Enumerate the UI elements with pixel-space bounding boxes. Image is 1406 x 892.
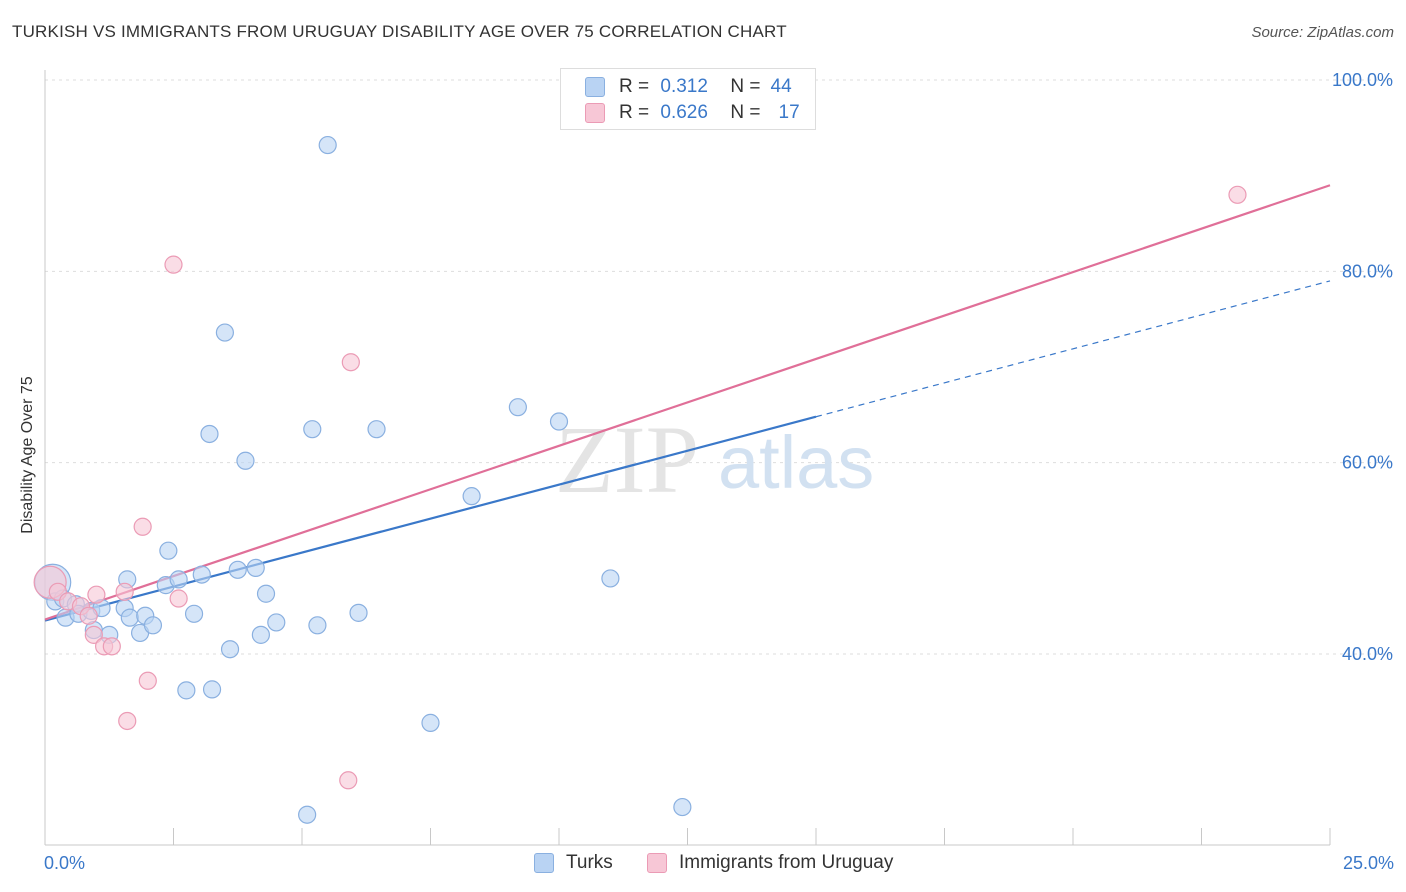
point-turks bbox=[228, 560, 247, 579]
y-tick-label: 80.0% bbox=[1342, 261, 1393, 281]
point-uruguay bbox=[115, 582, 134, 601]
point-turks bbox=[462, 487, 481, 506]
point-uruguay bbox=[1228, 185, 1247, 204]
legend-r-label: R = bbox=[619, 76, 650, 97]
point-turks bbox=[215, 323, 234, 342]
series-swatch-turks bbox=[534, 853, 554, 873]
series-swatch-uruguay bbox=[647, 853, 667, 873]
point-turks bbox=[349, 603, 368, 622]
point-turks bbox=[169, 570, 188, 589]
point-turks bbox=[267, 613, 286, 632]
point-turks bbox=[318, 135, 337, 155]
legend-n-value: 44 bbox=[770, 76, 792, 97]
chart-title: TURKISH VS IMMIGRANTS FROM URUGUAY DISAB… bbox=[12, 22, 787, 41]
point-uruguay bbox=[118, 711, 137, 731]
legend-swatch-uruguay bbox=[585, 103, 605, 123]
series-legend-uruguay[interactable]: Immigrants from Uruguay bbox=[647, 852, 893, 874]
legend-n-label: N = bbox=[730, 76, 761, 97]
axis-layer bbox=[44, 70, 1331, 846]
point-turks bbox=[120, 608, 139, 627]
point-turks bbox=[202, 680, 222, 699]
point-uruguay bbox=[87, 585, 106, 604]
legend-row-turks: R = 0.312 N = 44 bbox=[585, 75, 792, 99]
legend-row-uruguay: R = 0.626 N = 17 bbox=[585, 101, 800, 125]
point-uruguay bbox=[138, 671, 157, 690]
point-uruguay bbox=[84, 625, 103, 644]
point-turks bbox=[256, 584, 276, 603]
point-turks bbox=[177, 681, 196, 700]
watermark-atlas: atlas bbox=[718, 421, 874, 504]
legend-n-label: N = bbox=[730, 102, 761, 123]
y-tick-label: 100.0% bbox=[1332, 70, 1393, 90]
point-turks bbox=[549, 412, 569, 431]
series-legend: Turks Immigrants from Uruguay bbox=[0, 852, 1406, 876]
watermark: ZIP atlas bbox=[555, 406, 874, 513]
point-turks bbox=[236, 451, 255, 470]
y-tick-labels: 40.0% 60.0% 80.0% 100.0% bbox=[1332, 70, 1393, 664]
point-uruguay bbox=[102, 637, 121, 656]
point-turks bbox=[246, 558, 265, 578]
point-turks bbox=[192, 565, 211, 584]
source-label: Source: ZipAtlas.com bbox=[1251, 24, 1394, 41]
series-label-uruguay: Immigrants from Uruguay bbox=[679, 852, 894, 873]
point-turks bbox=[508, 398, 527, 417]
point-turks bbox=[251, 625, 270, 644]
legend-r-label: R = bbox=[619, 102, 650, 123]
legend-r-value: 0.626 bbox=[660, 102, 708, 123]
x-tick-label-min: 0.0% bbox=[44, 853, 86, 873]
y-tick-label: 60.0% bbox=[1342, 453, 1393, 473]
x-tick-label-max: 25.0% bbox=[1342, 853, 1394, 873]
point-turks bbox=[298, 805, 317, 824]
point-turks bbox=[601, 569, 620, 588]
series-label-turks: Turks bbox=[566, 852, 613, 873]
legend-r-value: 0.312 bbox=[660, 76, 708, 97]
correlation-legend: R = 0.312 N = 44 R = 0.626 N = 17 bbox=[560, 68, 816, 130]
point-turks bbox=[303, 420, 322, 439]
point-turks bbox=[367, 420, 386, 439]
point-turks bbox=[159, 541, 178, 560]
point-turks bbox=[184, 604, 204, 623]
series-legend-turks[interactable]: Turks bbox=[534, 852, 613, 874]
trendline-turks-extension bbox=[815, 280, 1331, 418]
point-turks bbox=[220, 640, 240, 659]
legend-n-value: 17 bbox=[778, 102, 800, 123]
point-uruguay bbox=[169, 589, 188, 608]
trend-layer bbox=[44, 184, 1331, 622]
point-uruguay bbox=[339, 771, 358, 790]
point-turks bbox=[673, 797, 692, 817]
points-layer bbox=[33, 68, 1247, 824]
point-turks bbox=[200, 424, 219, 444]
point-uruguay bbox=[341, 353, 360, 372]
point-uruguay bbox=[133, 517, 152, 536]
point-uruguay bbox=[79, 606, 98, 625]
point-turks bbox=[421, 713, 440, 732]
trendline-uruguay bbox=[44, 184, 1331, 621]
point-uruguay bbox=[164, 255, 183, 274]
legend-swatch-turks bbox=[585, 77, 605, 97]
y-tick-label: 40.0% bbox=[1342, 644, 1393, 664]
point-turks bbox=[308, 616, 327, 635]
point-turks bbox=[143, 616, 163, 635]
